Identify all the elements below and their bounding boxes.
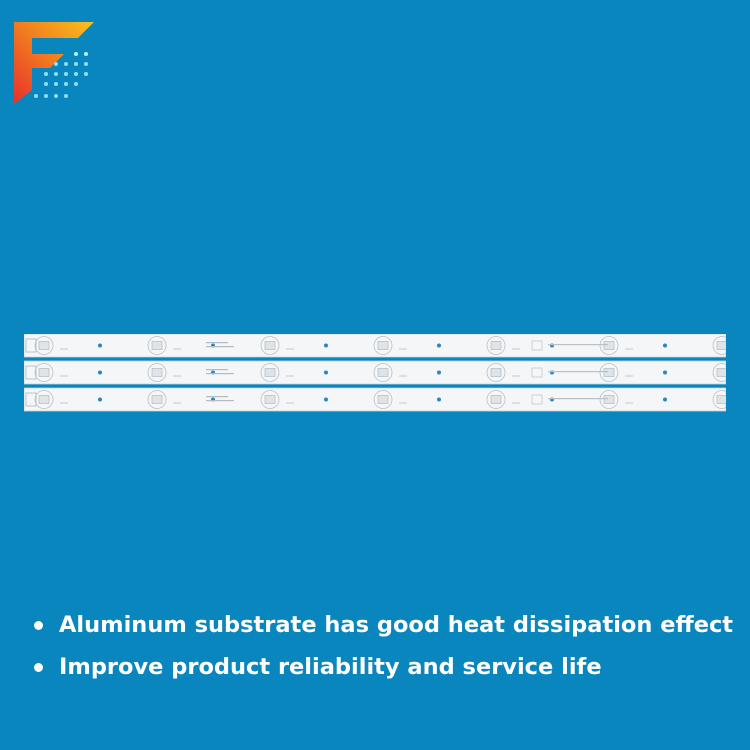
feature-item-reliability: Improve product reliability and service … <box>34 648 734 686</box>
led-strip-illustration <box>24 334 726 412</box>
led-chip <box>373 390 393 409</box>
led-chip <box>260 363 280 382</box>
led-chip <box>486 390 506 409</box>
led-chip <box>260 336 280 355</box>
led-chip <box>147 390 167 409</box>
mounting-hole <box>437 370 441 375</box>
mounting-hole <box>98 397 102 402</box>
led-chip <box>34 390 54 409</box>
mounting-hole <box>98 370 102 375</box>
led-chip <box>599 363 619 382</box>
led-chip <box>373 336 393 355</box>
feature-text: Improve product reliability and service … <box>59 654 602 680</box>
led-chip <box>712 363 726 382</box>
led-chip <box>599 390 619 409</box>
feature-list: Aluminum substrate has good heat dissipa… <box>34 606 734 690</box>
led-strip <box>24 360 726 385</box>
led-chip <box>373 363 393 382</box>
led-chip <box>147 363 167 382</box>
led-chip <box>712 390 726 409</box>
mounting-hole <box>324 397 328 402</box>
bullet-dot-icon <box>34 662 43 672</box>
mounting-hole <box>98 343 102 348</box>
led-chip <box>599 336 619 355</box>
mounting-hole <box>437 343 441 348</box>
mounting-hole <box>663 370 667 375</box>
mounting-hole <box>437 397 441 402</box>
feature-item-heat-dissipation: Aluminum substrate has good heat dissipa… <box>34 606 734 644</box>
f-brand-logo-icon <box>14 22 94 104</box>
led-chip <box>34 363 54 382</box>
led-chip <box>34 336 54 355</box>
led-chip <box>486 363 506 382</box>
mounting-hole <box>663 397 667 402</box>
led-chip <box>486 336 506 355</box>
feature-text: Aluminum substrate has good heat dissipa… <box>59 612 734 638</box>
led-chip <box>712 336 726 355</box>
bullet-dot-icon <box>34 620 43 630</box>
led-chip <box>260 390 280 409</box>
mounting-hole <box>324 370 328 375</box>
led-strip <box>24 334 726 358</box>
led-chip <box>147 336 167 355</box>
brand-logo <box>12 20 96 104</box>
led-strip-group <box>24 334 726 419</box>
mounting-hole <box>663 343 667 348</box>
led-strip <box>24 387 726 412</box>
mounting-hole <box>324 343 328 348</box>
